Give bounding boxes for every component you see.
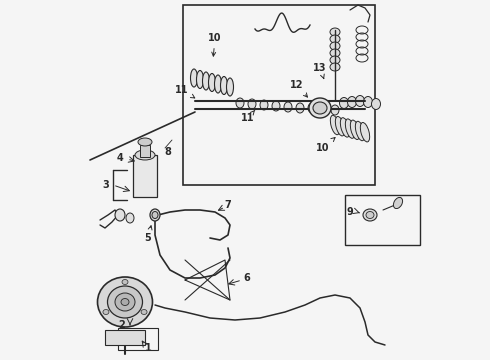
Ellipse shape: [350, 120, 360, 140]
Bar: [345, 195, 420, 245]
Bar: [140, 145, 150, 157]
Ellipse shape: [121, 298, 129, 306]
Ellipse shape: [126, 213, 134, 223]
Ellipse shape: [371, 99, 381, 109]
Ellipse shape: [248, 99, 256, 109]
Text: 10: 10: [316, 138, 335, 153]
Ellipse shape: [141, 310, 147, 315]
Ellipse shape: [115, 293, 135, 311]
Ellipse shape: [330, 115, 340, 135]
Ellipse shape: [98, 277, 152, 327]
Text: 9: 9: [346, 207, 353, 217]
Ellipse shape: [330, 35, 340, 43]
Text: 10: 10: [208, 33, 222, 56]
Ellipse shape: [360, 122, 369, 142]
Bar: [133, 155, 157, 197]
Ellipse shape: [366, 211, 374, 219]
Text: 8: 8: [165, 147, 172, 157]
Ellipse shape: [226, 78, 234, 96]
Ellipse shape: [150, 209, 160, 221]
Ellipse shape: [331, 105, 339, 115]
Ellipse shape: [363, 209, 377, 221]
Ellipse shape: [340, 98, 348, 108]
Text: 6: 6: [244, 273, 250, 283]
Ellipse shape: [330, 49, 340, 57]
Text: 11: 11: [175, 85, 195, 98]
Ellipse shape: [202, 72, 210, 90]
Ellipse shape: [220, 77, 227, 94]
Ellipse shape: [260, 100, 268, 110]
Text: 7: 7: [224, 200, 231, 210]
Ellipse shape: [309, 98, 331, 118]
Ellipse shape: [345, 119, 355, 138]
Bar: [118, 328, 158, 350]
Ellipse shape: [215, 75, 221, 93]
Text: 1: 1: [145, 343, 151, 353]
Ellipse shape: [356, 95, 365, 107]
Ellipse shape: [103, 310, 109, 315]
Text: 13: 13: [313, 63, 327, 78]
Text: 3: 3: [102, 180, 109, 190]
Ellipse shape: [135, 150, 155, 160]
Ellipse shape: [330, 28, 340, 36]
Ellipse shape: [347, 96, 357, 108]
Ellipse shape: [272, 101, 280, 111]
Ellipse shape: [330, 63, 340, 71]
Ellipse shape: [152, 211, 158, 219]
Text: 4: 4: [117, 153, 123, 163]
Ellipse shape: [115, 209, 125, 221]
Ellipse shape: [196, 71, 203, 89]
Ellipse shape: [191, 69, 197, 87]
Ellipse shape: [236, 98, 244, 108]
Ellipse shape: [122, 279, 128, 284]
Ellipse shape: [296, 103, 304, 113]
Ellipse shape: [335, 117, 344, 136]
Ellipse shape: [313, 102, 327, 114]
Ellipse shape: [138, 138, 152, 146]
Ellipse shape: [330, 56, 340, 64]
Bar: [183, 5, 375, 185]
Text: 11: 11: [241, 110, 255, 123]
Ellipse shape: [330, 42, 340, 50]
Ellipse shape: [393, 197, 403, 208]
Ellipse shape: [308, 103, 316, 113]
Ellipse shape: [341, 118, 350, 137]
Bar: [105, 330, 145, 345]
Ellipse shape: [355, 121, 365, 141]
Ellipse shape: [364, 96, 372, 108]
Ellipse shape: [320, 104, 328, 114]
Ellipse shape: [284, 102, 292, 112]
Text: 2: 2: [119, 320, 125, 330]
Ellipse shape: [107, 286, 143, 318]
Text: 12: 12: [290, 80, 307, 97]
Text: 5: 5: [145, 226, 152, 243]
Ellipse shape: [209, 73, 216, 91]
